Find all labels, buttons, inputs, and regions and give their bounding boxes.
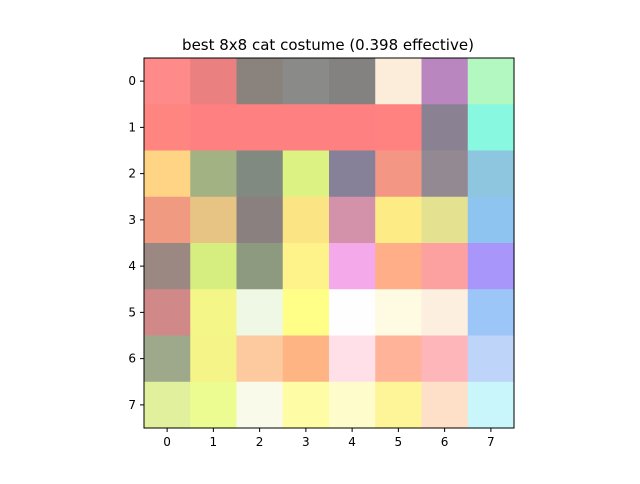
heatmap-cell-r1-c0 [144, 104, 191, 152]
heatmap-cell-r2-c7 [467, 150, 515, 198]
y-tick-label-4: 4 [128, 259, 136, 273]
heatmap-cell-r0-c3 [282, 58, 330, 105]
heatmap-cell-r6-c3 [282, 335, 330, 383]
heatmap-cell-r1-c4 [329, 104, 376, 152]
heatmap-cell-r3-c2 [236, 196, 284, 244]
heatmap-cell-r4-c7 [467, 243, 515, 290]
heatmap-cell-r1-c1 [190, 104, 238, 152]
x-tick-label-0: 0 [163, 435, 171, 449]
heatmap-cell-r3-c1 [190, 196, 238, 244]
heatmap-cell-r2-c1 [190, 150, 238, 198]
y-tick-label-3: 3 [128, 213, 136, 227]
heatmap-cell-r3-c3 [282, 196, 330, 244]
x-axis: 0 1 2 3 4 5 6 7 [163, 428, 495, 449]
x-tick-label-1: 1 [210, 435, 218, 449]
x-tick-label-2: 2 [256, 435, 264, 449]
x-tick-label-7: 7 [487, 435, 495, 449]
heatmap-cell-r4-c0 [144, 243, 191, 290]
heatmap-cell-r7-c3 [282, 381, 330, 429]
heatmap-cell-r2-c0 [144, 150, 191, 198]
x-tick-label-4: 4 [348, 435, 356, 449]
y-tick-label-0: 0 [128, 74, 136, 88]
heatmap-cell-r2-c3 [282, 150, 330, 198]
y-tick-label-1: 1 [128, 120, 136, 134]
heatmap-cell-r0-c5 [375, 58, 423, 105]
heatmap-cell-r0-c0 [144, 58, 191, 105]
x-tick-label-5: 5 [395, 435, 403, 449]
plot-frame [143, 57, 515, 429]
y-axis: 0 1 2 3 4 5 6 7 [128, 74, 144, 412]
heatmap-cell-r3-c4 [329, 196, 376, 244]
heatmap-cell-r4-c5 [375, 243, 423, 290]
heatmap-cell-r6-c7 [467, 335, 515, 383]
heatmap-cell-r7-c0 [144, 381, 191, 429]
y-tick-label-5: 5 [128, 305, 136, 319]
heatmap-cell-r2-c6 [421, 150, 469, 198]
chart-title: best 8x8 cat costume (0.398 effective) [182, 36, 474, 54]
heatmap-cell-r7-c7 [467, 381, 515, 429]
heatmap-cell-r4-c2 [236, 243, 284, 290]
x-tick-label-6: 6 [441, 435, 449, 449]
heatmap-cell-r6-c2 [236, 335, 284, 383]
heatmap-cell-r0-c1 [190, 58, 238, 105]
heatmap-cell-r1-c6 [421, 104, 469, 152]
heatmap-cell-r6-c5 [375, 335, 423, 383]
heatmap-cell-r6-c0 [144, 335, 191, 383]
heatmap-cell-r5-c2 [236, 289, 284, 337]
heatmap-cell-r7-c5 [375, 381, 423, 429]
heatmap-cell-r4-c3 [282, 243, 330, 290]
heatmap-cell-r0-c2 [236, 58, 284, 105]
heatmap-cell-r7-c6 [421, 381, 469, 429]
heatmap-cell-r6-c1 [190, 335, 238, 383]
y-tick-label-2: 2 [128, 167, 136, 181]
heatmap-cell-r5-c5 [375, 289, 423, 337]
heatmap-cell-r5-c3 [282, 289, 330, 337]
y-tick-label-6: 6 [128, 352, 136, 366]
heatmap-cell-r4-c1 [190, 243, 238, 290]
heatmap-cell-r1-c5 [375, 104, 423, 152]
heatmap-cell-r5-c6 [421, 289, 469, 337]
heatmap-cell-r7-c4 [329, 381, 376, 429]
heatmap-cell-r2-c4 [329, 150, 376, 198]
heatmap-cell-r1-c3 [282, 104, 330, 152]
heatmap-cell-r5-c4 [329, 289, 376, 337]
heatmap-cell-r2-c2 [236, 150, 284, 198]
heatmap-cell-r5-c1 [190, 289, 238, 337]
heatmap-cell-r5-c7 [467, 289, 515, 337]
heatmap-cell-r0-c7 [467, 58, 515, 105]
heatmap-cell-r3-c7 [467, 196, 515, 244]
heatmap-cell-r7-c1 [190, 381, 238, 429]
heatmap-cell-r3-c6 [421, 196, 469, 244]
heatmap-cell-r4-c6 [421, 243, 469, 290]
heatmap-cell-r4-c4 [329, 243, 376, 290]
heatmap-cell-r1-c2 [236, 104, 284, 152]
heatmap-cell-r0-c6 [421, 58, 469, 105]
heatmap-cell-r1-c7 [467, 104, 515, 152]
heatmap-cell-r5-c0 [144, 289, 191, 337]
x-tick-label-3: 3 [302, 435, 310, 449]
heatmap-cell-r3-c5 [375, 196, 423, 244]
heatmap-cell-r6-c4 [329, 335, 376, 383]
heatmap-cell-r7-c2 [236, 381, 284, 429]
heatmap-cell-r3-c0 [144, 196, 191, 244]
heatmap-cell-r0-c4 [329, 58, 376, 105]
heatmap-cell-r2-c5 [375, 150, 423, 198]
heatmap-cell-r6-c6 [421, 335, 469, 383]
heatmap-cells [144, 58, 515, 429]
y-tick-label-7: 7 [128, 398, 136, 412]
